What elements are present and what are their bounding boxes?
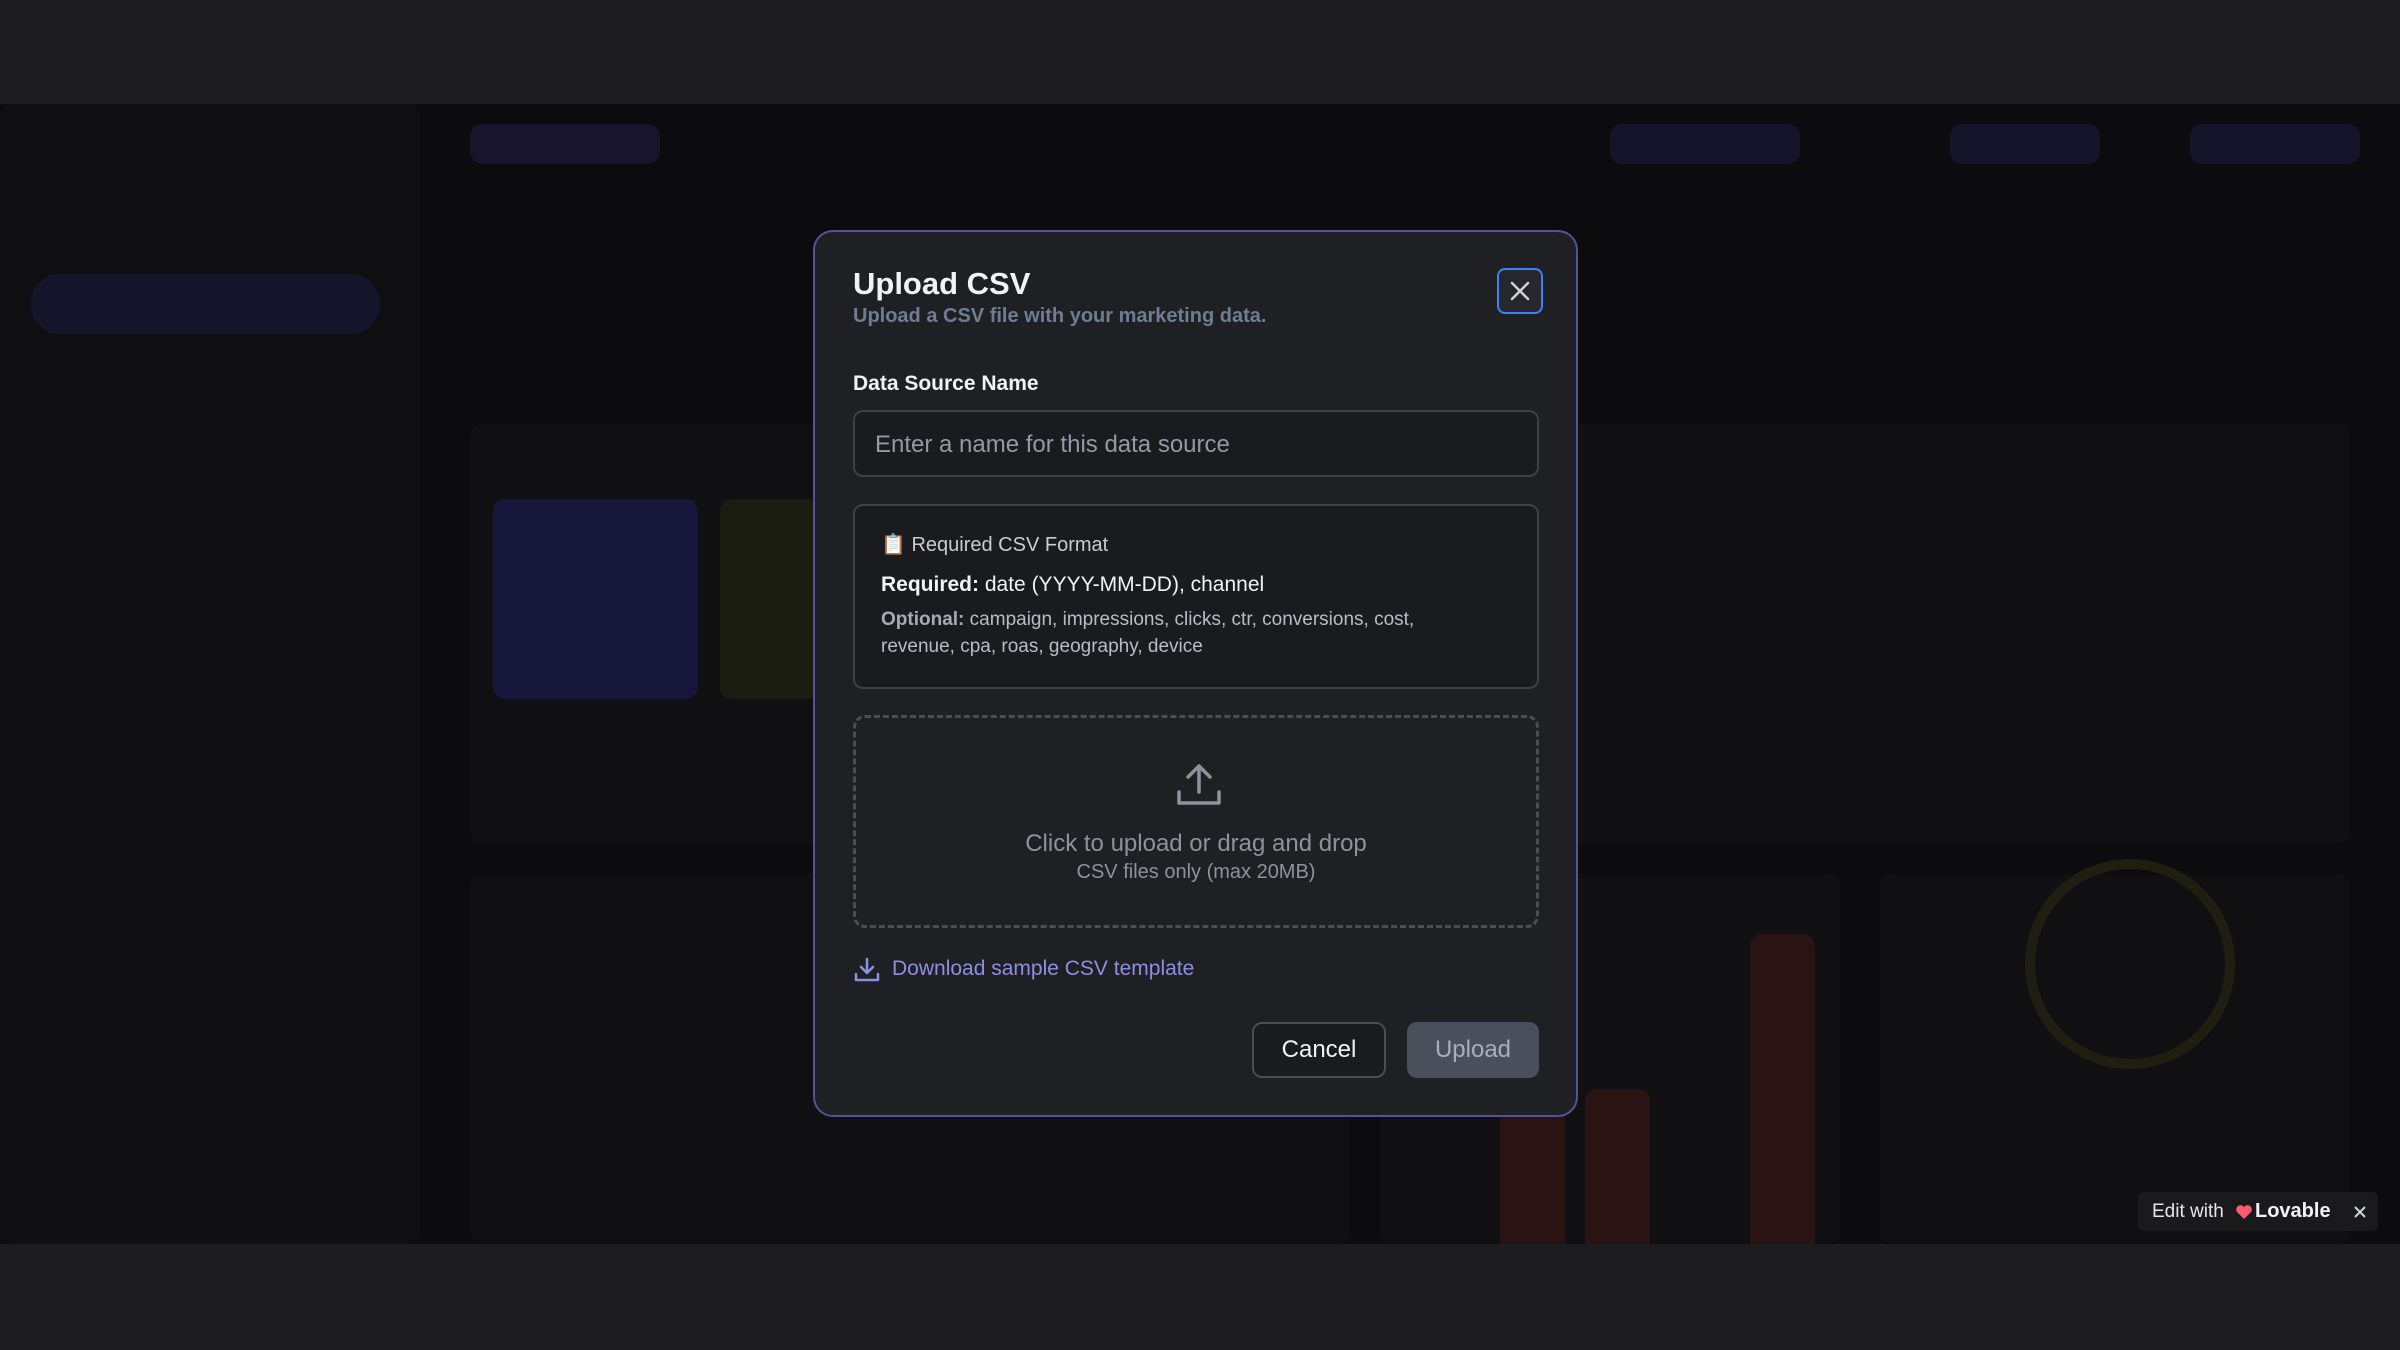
input-placeholder: Enter a name for this data source bbox=[875, 431, 1230, 458]
lovable-logo bbox=[2236, 1205, 2252, 1219]
badge-prefix: Edit with bbox=[2152, 1201, 2224, 1222]
upload-button[interactable]: Upload bbox=[1407, 1022, 1539, 1078]
dropzone-secondary: CSV files only (max 20MB) bbox=[1076, 861, 1316, 883]
upload-dialog: Upload CSV Upload a CSV file with your m… bbox=[813, 230, 1578, 1117]
optional-label: Optional: bbox=[881, 609, 965, 630]
cancel-button[interactable]: Cancel bbox=[1252, 1022, 1386, 1078]
required-line: Required: date (YYYY-MM-DD), channel bbox=[881, 573, 1264, 597]
format-heading: 📋 Required CSV Format bbox=[881, 534, 1109, 556]
dialog-subtitle: Upload a CSV file with your marketing da… bbox=[853, 305, 1267, 327]
field-label: Data Source Name bbox=[853, 372, 1039, 395]
upload-icon bbox=[1177, 764, 1221, 805]
download-template-link[interactable]: Download sample CSV template bbox=[892, 957, 1195, 980]
close-icon bbox=[1510, 281, 1530, 301]
optional-line: Optional: campaign, impressions, clicks,… bbox=[881, 606, 1481, 660]
name-input[interactable]: Enter a name for this data source bbox=[853, 410, 1539, 477]
dropzone-primary: Click to upload or drag and drop bbox=[1025, 830, 1367, 857]
required-text: date (YYYY-MM-DD), channel bbox=[984, 573, 1265, 596]
required-label: Required: bbox=[881, 573, 980, 596]
close-button[interactable] bbox=[1497, 268, 1543, 314]
optional-text: campaign, impressions, clicks, ctr, conv… bbox=[881, 609, 1415, 657]
badge-brand: Lovable bbox=[2255, 1200, 2331, 1222]
format-box: 📋 Required CSV Format Required: date (YY… bbox=[853, 504, 1539, 689]
lovable-badge: Edit with Lovable bbox=[2138, 1192, 2378, 1231]
dropzone[interactable]: Click to upload or drag and drop CSV fil… bbox=[853, 715, 1539, 928]
badge-close[interactable] bbox=[2352, 1204, 2368, 1220]
download-icon bbox=[854, 957, 880, 982]
dialog-title: Upload CSV bbox=[853, 266, 1031, 301]
